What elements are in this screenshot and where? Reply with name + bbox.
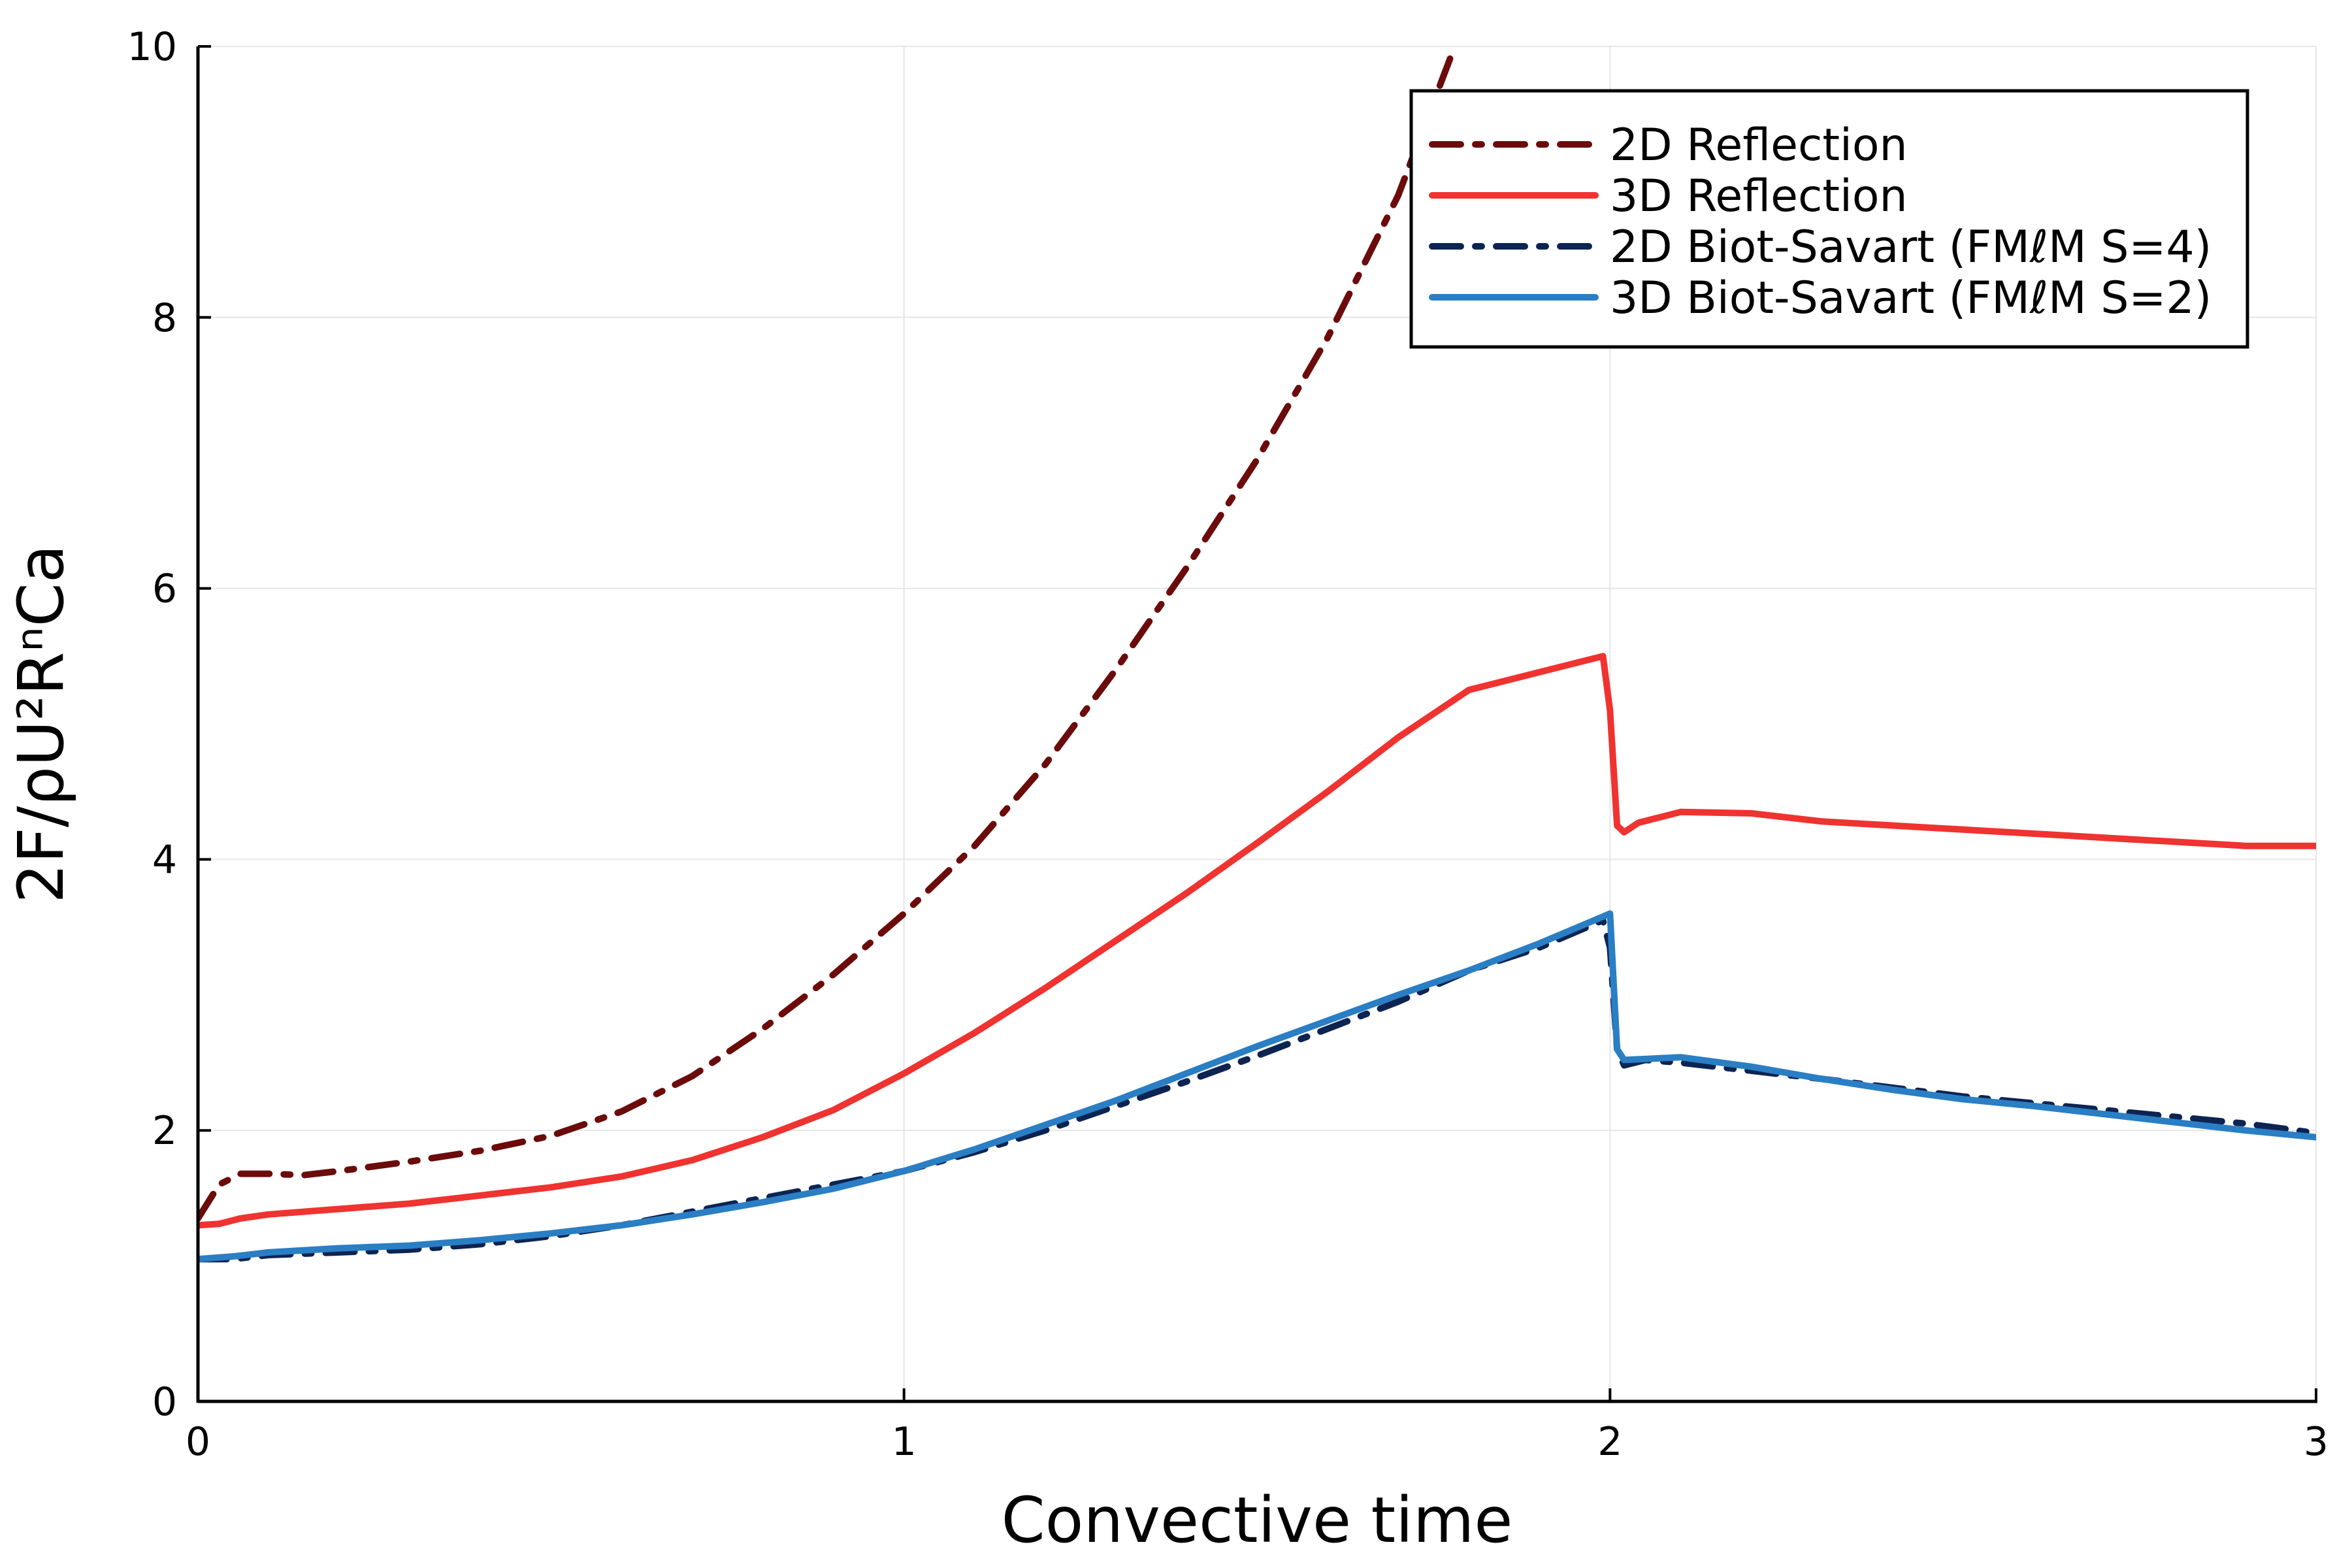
y-tick-label: 4 — [152, 837, 177, 883]
x-axis-title: Convective time — [1002, 1484, 1513, 1557]
x-tick-label: 3 — [2304, 1419, 2328, 1465]
y-tick-label: 10 — [127, 24, 177, 70]
series-line-3 — [198, 917, 2316, 1263]
legend-label-3: 2D Biot-Savart (FMℓM S=4) — [1610, 221, 2212, 273]
plot-area — [198, 46, 2316, 1263]
legend-box — [1409, 89, 2249, 349]
y-tick-label: 0 — [152, 1379, 177, 1425]
y-tick-label: 2 — [152, 1108, 177, 1154]
y-tick-label: 8 — [152, 295, 177, 341]
y-tick-label: 6 — [152, 566, 177, 612]
y-axis-title: 2F/ρU²RⁿCa — [5, 544, 78, 903]
axes — [196, 45, 2317, 1403]
x-tick-label: 1 — [892, 1419, 917, 1465]
x-tick-label: 0 — [186, 1419, 210, 1465]
legend-label-1: 2D Reflection — [1610, 120, 1908, 171]
series-layer — [198, 46, 2316, 1263]
series-line-1 — [198, 46, 1458, 1222]
x-tick-label: 2 — [1597, 1419, 1622, 1465]
legend-label-4: 3D Biot-Savart (FMℓM S=2) — [1610, 272, 2212, 324]
series-line-2 — [198, 653, 2316, 1229]
series-line-4 — [198, 910, 2316, 1263]
tick-labels: 0 1 2 3 0 2 4 6 8 10 — [127, 24, 2328, 1465]
legend-label-2: 3D Reflection — [1610, 171, 1908, 222]
